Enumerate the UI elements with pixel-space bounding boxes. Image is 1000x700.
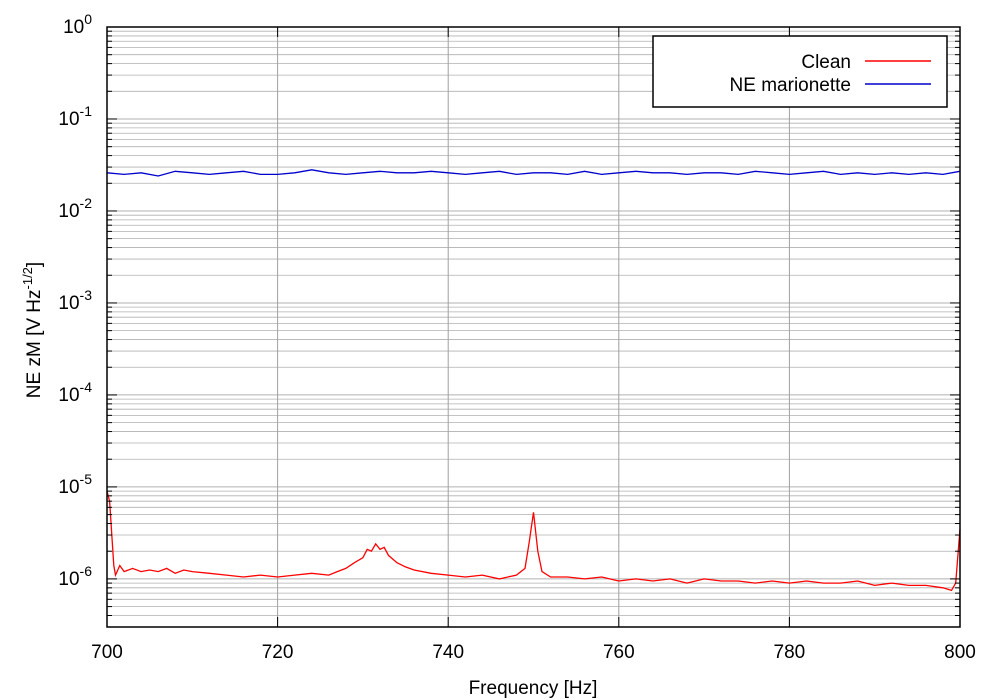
- legend-box: [652, 35, 948, 108]
- y-axis-label-close: ]: [24, 262, 45, 267]
- y-tick-label: 10-2: [58, 195, 92, 222]
- x-tick-label: 700: [91, 642, 123, 663]
- y-tick-label: 10-4: [58, 379, 92, 406]
- series-line-clean: [106, 490, 961, 592]
- legend-label-clean: Clean: [801, 52, 851, 73]
- grid: [106, 26, 961, 628]
- x-tick-label: 800: [944, 642, 976, 663]
- y-axis-label-main: NE zM [V Hz: [24, 289, 45, 398]
- y-tick-label: 100: [63, 11, 92, 38]
- legend: Clean NE marionette: [652, 35, 948, 108]
- series-layer: [106, 169, 961, 592]
- x-tick-label: 720: [262, 642, 294, 663]
- plot-frame: [106, 26, 961, 628]
- x-axis-label: Frequency [Hz]: [469, 678, 598, 699]
- x-tick-label: 740: [432, 642, 464, 663]
- y-tick-label: 10-3: [58, 287, 92, 314]
- tick-labels: 700 720 740 760 780 800 100 10-1 10-2 10-3 10-4 10-…: [58, 11, 975, 663]
- legend-label-ne-marionette: NE marionette: [730, 75, 851, 96]
- y-tick-label: 10-6: [58, 563, 92, 590]
- y-tick-label: 10-1: [58, 103, 92, 130]
- series-line-ne-marionette: [106, 169, 961, 177]
- x-tick-label: 760: [603, 642, 635, 663]
- y-tick-label: 10-5: [58, 471, 92, 498]
- y-axis-label: NE zM [V Hz-1/2]: [20, 262, 45, 398]
- y-axis-label-exponent: -1/2: [20, 267, 35, 289]
- x-tick-label: 780: [774, 642, 806, 663]
